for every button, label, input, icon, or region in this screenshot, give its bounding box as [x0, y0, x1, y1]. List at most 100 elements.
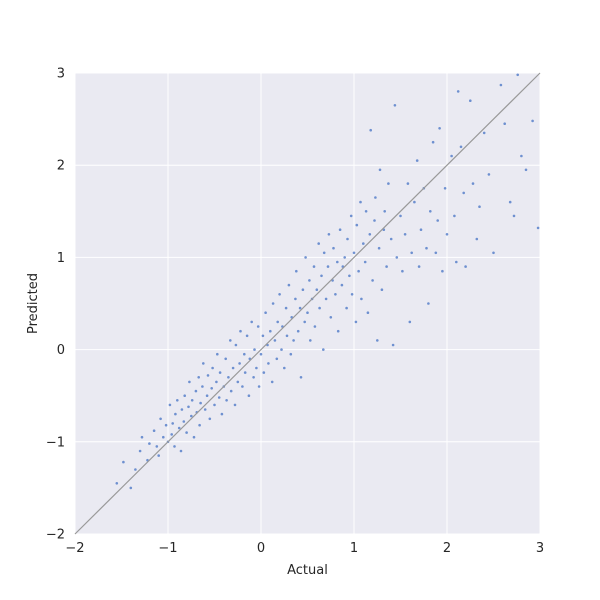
y-axis-label: Predicted: [26, 273, 41, 334]
y-tick-label: −1: [46, 435, 65, 450]
data-point: [482, 131, 486, 135]
data-point: [308, 279, 311, 282]
data-point: [269, 329, 272, 333]
data-point: [182, 420, 186, 423]
data-point: [445, 233, 449, 236]
y-tick-label: 3: [57, 67, 65, 82]
data-point: [366, 311, 370, 315]
data-point: [395, 256, 399, 259]
data-point: [238, 362, 241, 365]
data-point: [315, 288, 319, 292]
data-point: [429, 210, 432, 213]
data-point: [152, 429, 156, 433]
data-point: [363, 260, 367, 264]
data-point: [262, 371, 266, 374]
x-tick-label: 0: [257, 541, 265, 556]
data-point: [140, 435, 144, 439]
data-point: [492, 251, 495, 255]
data-point: [173, 445, 176, 448]
data-point: [393, 104, 397, 107]
data-point: [413, 200, 416, 204]
data-point: [406, 182, 410, 185]
data-point: [340, 283, 344, 287]
data-point: [295, 269, 298, 273]
data-point: [336, 260, 339, 264]
data-point: [162, 435, 165, 439]
data-point: [247, 394, 251, 398]
data-point: [278, 293, 281, 296]
y-tick-label: 0: [57, 343, 65, 358]
data-point: [317, 242, 321, 245]
data-point: [377, 246, 381, 250]
data-point: [350, 293, 354, 296]
data-point: [210, 387, 213, 390]
data-point: [436, 219, 440, 222]
data-point: [292, 339, 295, 342]
data-point: [202, 362, 205, 365]
data-point: [285, 334, 289, 338]
data-point: [183, 394, 186, 398]
data-point: [225, 399, 228, 402]
data-point: [115, 482, 119, 485]
data-point: [443, 187, 447, 190]
data-point: [276, 320, 280, 324]
data-point: [220, 412, 224, 416]
data-point: [329, 316, 333, 319]
data-point: [338, 228, 342, 231]
data-point: [524, 168, 528, 172]
data-point: [410, 251, 414, 255]
data-point: [348, 274, 351, 278]
data-point: [459, 145, 463, 149]
data-point: [296, 329, 300, 333]
data-point: [185, 431, 188, 434]
data-point: [478, 205, 481, 208]
data-point: [174, 412, 177, 416]
data-point: [229, 389, 233, 393]
data-point: [287, 283, 291, 287]
data-point: [211, 366, 214, 370]
data-point: [190, 399, 194, 402]
data-point: [197, 376, 200, 379]
data-point: [301, 288, 305, 292]
data-point: [531, 119, 534, 123]
data-point: [148, 442, 151, 445]
data-point: [462, 191, 466, 195]
data-point: [415, 159, 419, 162]
data-point: [284, 306, 288, 310]
data-point: [275, 357, 279, 361]
data-point: [503, 122, 507, 125]
data-point: [320, 274, 323, 278]
data-point: [168, 403, 172, 407]
x-tick-label: 3: [536, 541, 544, 556]
data-point: [267, 362, 270, 365]
data-point: [419, 228, 423, 231]
data-point: [434, 251, 438, 255]
data-point: [216, 352, 219, 356]
data-point: [164, 423, 168, 427]
data-point: [303, 320, 307, 324]
data-point: [270, 380, 274, 384]
data-point: [336, 329, 340, 333]
data-point: [299, 376, 303, 379]
data-point: [345, 306, 348, 310]
data-point: [205, 394, 209, 398]
data-point: [322, 348, 325, 351]
data-point: [283, 366, 286, 370]
x-tick-label: 2: [443, 541, 451, 556]
data-point: [203, 408, 207, 411]
data-point: [359, 200, 362, 204]
data-point: [327, 233, 331, 236]
y-tick-label: 2: [57, 159, 65, 174]
data-point: [385, 265, 388, 268]
data-point: [332, 246, 335, 250]
data-point: [250, 320, 253, 324]
x-tick-labels: −2 −1 0 1 2 3: [65, 541, 544, 556]
data-point: [383, 210, 387, 213]
data-point: [177, 426, 181, 430]
data-point: [289, 352, 293, 356]
data-point: [360, 297, 363, 301]
data-point: [261, 334, 265, 338]
data-point: [364, 210, 368, 213]
